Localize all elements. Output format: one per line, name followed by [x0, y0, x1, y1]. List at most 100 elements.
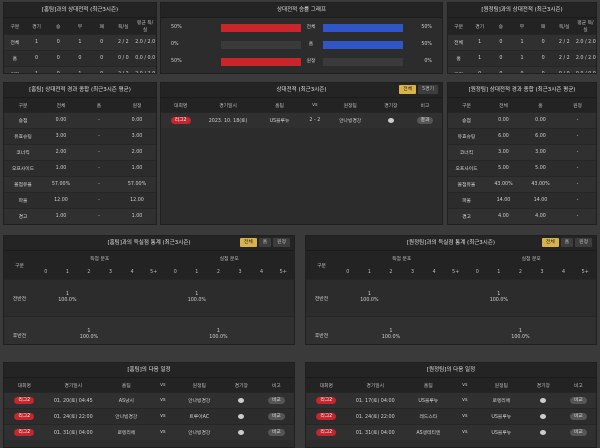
goal-cell [229, 316, 251, 344]
note-cell: 비교 [560, 424, 596, 440]
goal-cell [444, 316, 467, 344]
note-button[interactable]: 비교 [268, 413, 285, 420]
header-row: 구분 경기 승 무 패 득/실 평균 득/실 [4, 18, 156, 35]
date: 01. 20(토) 04:45 [44, 392, 102, 409]
column-header: 득/실 [112, 18, 135, 35]
row: 원정00000 / 00.0 / 0.0 [448, 66, 596, 73]
middle: vs [150, 392, 175, 409]
tab[interactable]: 5경기 [418, 85, 438, 94]
cell: 2.0 / 2.0 [134, 66, 156, 73]
note-button[interactable]: 비교 [570, 413, 587, 420]
cell: 1 [69, 66, 91, 73]
cell: 0 [490, 34, 512, 51]
cell: 파울 [448, 192, 485, 209]
cell: - [80, 192, 118, 209]
cell: 1.00 [42, 160, 80, 177]
league-cell: 리그2 [4, 392, 45, 409]
tab[interactable]: 전체 [541, 238, 559, 247]
tab[interactable]: 전체 [239, 238, 257, 247]
note-button[interactable]: 비교 [570, 397, 587, 404]
goal-cell: 1 100.0% [78, 316, 100, 344]
column-header: 경기 [25, 18, 48, 35]
cell: 2 / 2 [553, 50, 575, 67]
column-header: 원정팀 [174, 378, 224, 393]
goal-text: 100.0% [187, 298, 206, 303]
row: 오프사이드 5.00 5.00- [448, 160, 596, 177]
panel-title: 상대전적 (최근3시즌) 전체 5경기 [161, 83, 442, 98]
panel-title: [홈팀] 상대전적 경과 종합 (최근3시즌 평균) [4, 83, 156, 98]
right-value: 50% [421, 25, 432, 30]
middle: vs [150, 424, 175, 440]
column-header: 홈팀 [255, 98, 304, 113]
bucket-header: 2 [380, 265, 402, 280]
tab[interactable]: 홈 [560, 238, 574, 247]
row: 유효슈팅 3.00-3.00 [4, 128, 156, 145]
away-team: 안나빙경강 [326, 112, 374, 128]
tab[interactable]: 전체 [399, 85, 417, 94]
stadium-cell [525, 424, 561, 440]
cell: 1 [69, 34, 91, 51]
cell: 12.00 [118, 192, 156, 209]
cell: 0 [469, 66, 491, 73]
column-header: 대회명 [306, 378, 347, 393]
header-row: 구분 득점 분포 실점 분포 [4, 251, 294, 280]
right-track [323, 41, 403, 49]
tab[interactable]: 홈 [258, 238, 272, 247]
home-summary-panel: [홈팀] 상대전적 경과 종합 (최근3시즌 평균) 구분 전체 홈 원정 승점 0.00-… [3, 82, 157, 225]
panel-title: [홈팀]과의 득실점 통계 (최근3시즌) 전체 홈 원정 [4, 236, 294, 251]
row-label: 전반전 [306, 279, 337, 317]
league-cell: 리그2 [306, 392, 347, 409]
bucket-header: 0 [466, 265, 489, 280]
column-header: vs [452, 378, 477, 393]
column-header: 원정팀 [476, 378, 526, 393]
tab[interactable]: 원정 [273, 238, 290, 247]
cell: 승점 [448, 112, 485, 129]
cell: - [559, 128, 596, 145]
cell: 3.00 [42, 128, 80, 145]
cell: 2 / 2 [112, 66, 135, 73]
match-row: 리그2 01. 24(토) 22:00 안나빙경강 vs 트루아AC 비교 [4, 408, 294, 425]
goal-cell [164, 316, 187, 344]
bucket-header: 4 [552, 265, 575, 280]
league-cell: 리그2 [306, 424, 347, 440]
cell: 파울 [4, 192, 42, 209]
goal-cell [78, 279, 100, 317]
header-row: 대회명 경기일시 홈팀 vs 원정팀 경기장 비고 [161, 98, 442, 113]
cell: 경고 [448, 208, 485, 224]
note-button[interactable]: 결과 [416, 117, 434, 124]
cell: - [118, 225, 156, 226]
header-row: 구분 경기 승 무 패 득/실 평균 득/실 [448, 18, 596, 35]
goal-row: 전반전 1 100.0% 1 100.0% [4, 279, 294, 317]
conceded-header: 실점 분포 [164, 251, 294, 265]
middle: vs [150, 408, 175, 425]
column-header: 평균 득/실 [134, 18, 156, 35]
league-badge: 리그2 [14, 413, 35, 420]
cell: - [559, 160, 596, 177]
graph-row: 0% 홈 50% [161, 38, 442, 52]
column-header: 승 [490, 18, 512, 35]
middle: vs [452, 392, 477, 409]
match-table: 대회명 경기일시 홈팀 vs 원정팀 경기장 비고 리그2 01. 20(토) 04:45 AS낭… [4, 378, 294, 440]
bucket-row: 0 1 2 3 4 5+ 0 1 2 3 4 5+ [306, 265, 596, 280]
row-label: 홈 [308, 42, 314, 47]
tab[interactable]: 원정 [575, 238, 592, 247]
note-button[interactable]: 비교 [570, 429, 587, 436]
goal-cell [574, 279, 596, 317]
panel-title: [원정팀]과의 상대전적 (최근3시즌) [448, 3, 596, 18]
match-row: 리그2 01. 24(토) 22:00 레드스타 vs US블루뉴 비교 [306, 408, 596, 425]
row: 퇴장--- [448, 225, 596, 226]
note-button[interactable]: 비교 [268, 429, 285, 436]
scored-header: 득점 분포 [337, 251, 467, 265]
column-header: 구분 [448, 18, 470, 35]
home-team: 안나빙경강 [101, 408, 151, 425]
graph-row: 50% 전체 50% [161, 21, 442, 35]
column-header: 구분 [4, 18, 26, 35]
column-header: 대회명 [161, 98, 201, 113]
goal-text: 1 [497, 292, 501, 297]
note-button[interactable]: 비교 [268, 397, 285, 404]
note-cell: 비교 [560, 408, 596, 425]
cell: 0 [25, 50, 48, 67]
bucket-header: 1 [358, 265, 381, 280]
